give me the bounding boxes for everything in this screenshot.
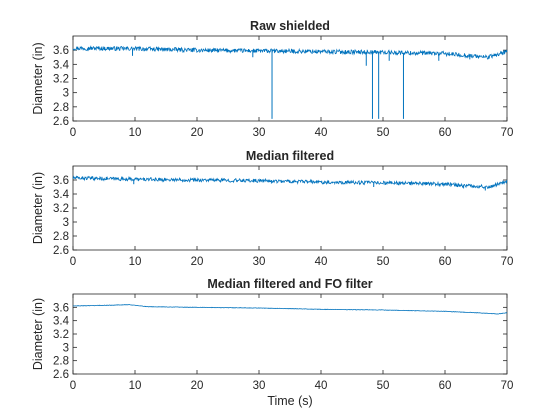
x-tick-label: 40 [315,380,328,392]
x-tick-label: 40 [315,127,328,139]
y-tick-label: 3.4 [53,59,70,71]
x-tick-label: 50 [377,256,390,268]
series-line [72,304,508,315]
x-tick-label: 10 [129,127,142,139]
x-tick-label: 20 [191,256,204,268]
x-tick-label: 20 [191,380,204,392]
x-tick-label: 70 [501,256,514,268]
chart-title: Median filtered and FO filter [207,277,372,291]
y-tick-label: 2.6 [53,116,69,128]
x-tick-label: 10 [129,380,142,392]
x-tick-label: 60 [439,127,452,139]
y-tick-label: 3.4 [53,316,70,328]
chart-title: Median filtered [246,149,334,163]
y-tick-label: 3.2 [53,74,69,86]
x-tick-label: 50 [377,127,390,139]
x-tick-label: 40 [315,256,328,268]
y-tick-label: 3 [63,88,69,100]
x-tick-label: 30 [253,256,266,268]
subplot-1: 0 10 20 30 40 50 60 70 2.6 2.8 3 3.2 3.4 3.6 Raw shiel… [31,19,513,139]
series-line [72,45,508,60]
x-tick-label: 30 [253,127,266,139]
y-tick-label: 3.6 [53,175,69,187]
x-tick-label: 60 [439,380,452,392]
y-tick-label: 2.6 [53,369,69,381]
chart-title: Raw shielded [250,19,330,33]
y-tick-label: 3 [63,342,69,354]
y-axis-label: Diameter (in) [31,172,45,244]
x-tick-label: 20 [191,127,204,139]
y-tick-label: 2.8 [53,231,69,243]
y-tick-label: 3.2 [53,329,69,341]
x-tick-label: 0 [70,256,76,268]
x-tick-label: 10 [129,256,142,268]
x-tick-label: 0 [70,127,76,139]
y-tick-label: 2.8 [53,102,69,114]
x-tick-label: 70 [501,127,514,139]
series-line [72,175,508,190]
y-tick-label: 3.4 [53,189,70,201]
x-tick-label: 0 [70,380,76,392]
subplot-3: 0 10 20 30 40 50 60 70 2.62.8 33.23.4 3.6 Median fi… [31,277,513,408]
x-tick-label: 30 [253,380,266,392]
x-tick-label: 70 [501,380,514,392]
x-tick-label: 60 [439,256,452,268]
plot-area [72,293,508,375]
y-tick-label: 2.6 [53,245,69,257]
y-tick-label: 2.8 [53,356,69,368]
y-tick-label: 3.2 [53,203,69,215]
y-axis-label: Diameter (in) [31,42,45,114]
y-tick-label: 3 [63,217,69,229]
plot-area [72,35,508,122]
subplot-2: 0 10 20 30 40 50 60 70 2.6 2.8 3 3.2 3.4 3.6 Median fi… [31,149,513,268]
x-axis-label: Time (s) [267,394,312,408]
y-tick-label: 3.6 [53,45,69,57]
x-tick-label: 50 [377,380,390,392]
y-axis-label: Diameter (in) [31,298,45,370]
y-tick-label: 3.6 [53,302,69,314]
